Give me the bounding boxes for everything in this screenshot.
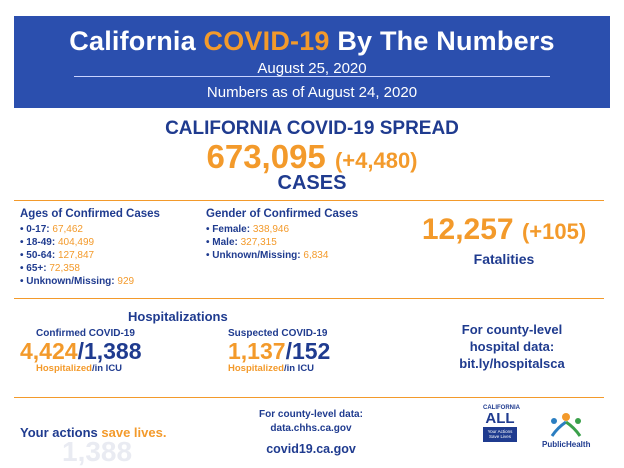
case-delta: (+4,480)	[334, 148, 418, 173]
page-title: California COVID-19 By The Numbers	[14, 26, 610, 57]
confirmed-icu: 1,388	[83, 338, 142, 364]
data-line-1: For county-level data:	[259, 409, 363, 420]
age-label: 65+:	[26, 263, 50, 274]
confirmed-hospitalized: 4,424	[20, 338, 78, 364]
gender-heading: Gender of Confirmed Cases	[206, 208, 359, 220]
actions-tagline: Your actions save lives.	[20, 425, 166, 440]
confirmed-sub: Hospitalized/in ICU	[36, 363, 142, 374]
suspected-hospital-box: Suspected COVID-19 1,137/152 Hospitalize…	[228, 328, 330, 374]
age-value: 127,847	[57, 250, 95, 261]
fatalities-count: 12,257 (+105)	[394, 213, 614, 247]
gender-value: 6,834	[303, 250, 329, 261]
report-date: August 25, 2020	[257, 60, 367, 77]
title-highlight: COVID-19	[203, 26, 330, 56]
logo-all-text: ALL	[485, 410, 515, 427]
fatalities-label: Fatalities	[473, 251, 535, 267]
confirmed-hospital-box: Confirmed COVID-19 4,424/1,388 Hospitali…	[20, 328, 142, 374]
logo-box-text: Your Actions Save Lives	[483, 427, 517, 442]
case-count: 673,095 (+4,480)	[0, 138, 624, 176]
age-heading: Ages of Confirmed Cases	[20, 208, 160, 220]
icu-label: /in ICU	[91, 363, 123, 375]
list-item: Female: 338,946	[206, 224, 358, 235]
hospitalized-label: Hospitalized	[228, 363, 284, 375]
age-value: 404,499	[57, 237, 95, 248]
age-label: Unknown/Missing:	[26, 276, 118, 287]
list-item: 0-17: 67,462	[20, 224, 160, 235]
fatalities-section: 12,257 (+105) Fatalities	[394, 213, 614, 267]
age-label: 18-49:	[26, 237, 58, 248]
suspected-numbers: 1,137/152	[228, 338, 331, 364]
actions-prefix: Your actions	[20, 425, 102, 440]
header-divider	[74, 76, 550, 77]
gender-label: Unknown/Missing:	[212, 250, 304, 261]
gender-label: Male:	[212, 237, 241, 248]
hospitalizations-heading: Hospitalizations	[128, 309, 228, 324]
actions-highlight: save lives.	[101, 425, 167, 440]
age-section: Ages of Confirmed Cases 0-17: 67,462 18-…	[20, 208, 160, 289]
list-item: Unknown/Missing: 929	[20, 276, 160, 287]
logo-top-text: CALIFORNIA	[483, 405, 520, 411]
cases-label: CASES	[277, 172, 347, 194]
icu-label: /in ICU	[283, 363, 315, 375]
data-link[interactable]: data.chhs.ca.gov	[270, 422, 352, 434]
gender-value: 327,315	[240, 237, 277, 248]
divider-bottom	[14, 397, 604, 398]
county-line-1: For county-level	[461, 322, 563, 337]
header-banner: California COVID-19 By The Numbers Augus…	[14, 16, 610, 108]
case-total: 673,095	[206, 138, 326, 175]
gender-section: Gender of Confirmed Cases Female: 338,94…	[206, 208, 358, 263]
gender-label: Female:	[212, 224, 253, 235]
suspected-title: Suspected COVID-19	[228, 328, 328, 339]
gender-value: 338,946	[252, 224, 290, 235]
suspected-hospitalized: 1,137	[228, 338, 286, 364]
fatalities-total: 12,257	[421, 213, 514, 246]
county-line-2: hospital data:	[469, 338, 555, 354]
public-health-logo: PublicHealth	[542, 412, 612, 456]
site-link[interactable]: covid19.ca.gov	[266, 442, 356, 456]
county-hospital-info: For county-level hospital data: bit.ly/h…	[432, 322, 592, 373]
suspected-icu: 152	[291, 338, 331, 364]
spread-heading: CALIFORNIA COVID-19 SPREAD	[165, 118, 459, 139]
list-item: Unknown/Missing: 6,834	[206, 250, 358, 261]
county-data-info: For county-level data: data.chhs.ca.gov …	[236, 408, 386, 458]
title-suffix: By The Numbers	[329, 26, 555, 56]
age-value: 929	[117, 276, 135, 287]
california-all-logo: CALIFORNIA ALL Your Actions Save Lives	[483, 405, 520, 457]
hospital-link[interactable]: bit.ly/hospitalsca	[459, 355, 565, 371]
age-label: 50-64:	[26, 250, 58, 261]
list-item: Male: 327,315	[206, 237, 358, 248]
suspected-sub: Hospitalized/in ICU	[228, 363, 330, 374]
list-item: 65+: 72,358	[20, 263, 160, 274]
public-health-icon	[550, 413, 582, 437]
divider-middle	[14, 298, 604, 299]
fatalities-delta: (+105)	[521, 219, 587, 244]
confirmed-title: Confirmed COVID-19	[36, 328, 135, 339]
hospitalized-label: Hospitalized	[36, 363, 92, 375]
as-of-date: Numbers as of August 24, 2020	[206, 84, 418, 101]
list-item: 18-49: 404,499	[20, 237, 160, 248]
age-value: 67,462	[52, 224, 83, 235]
public-health-text: PublicHealth	[542, 440, 591, 449]
divider-top	[14, 200, 604, 201]
list-item: 50-64: 127,847	[20, 250, 160, 261]
confirmed-numbers: 4,424/1,388	[20, 338, 142, 364]
age-label: 0-17:	[26, 224, 53, 235]
spread-section: CALIFORNIA COVID-19 SPREAD 673,095 (+4,4…	[0, 118, 624, 195]
title-prefix: California	[69, 26, 204, 56]
faded-number: 1,388	[62, 436, 133, 467]
age-value: 72,358	[49, 263, 80, 274]
